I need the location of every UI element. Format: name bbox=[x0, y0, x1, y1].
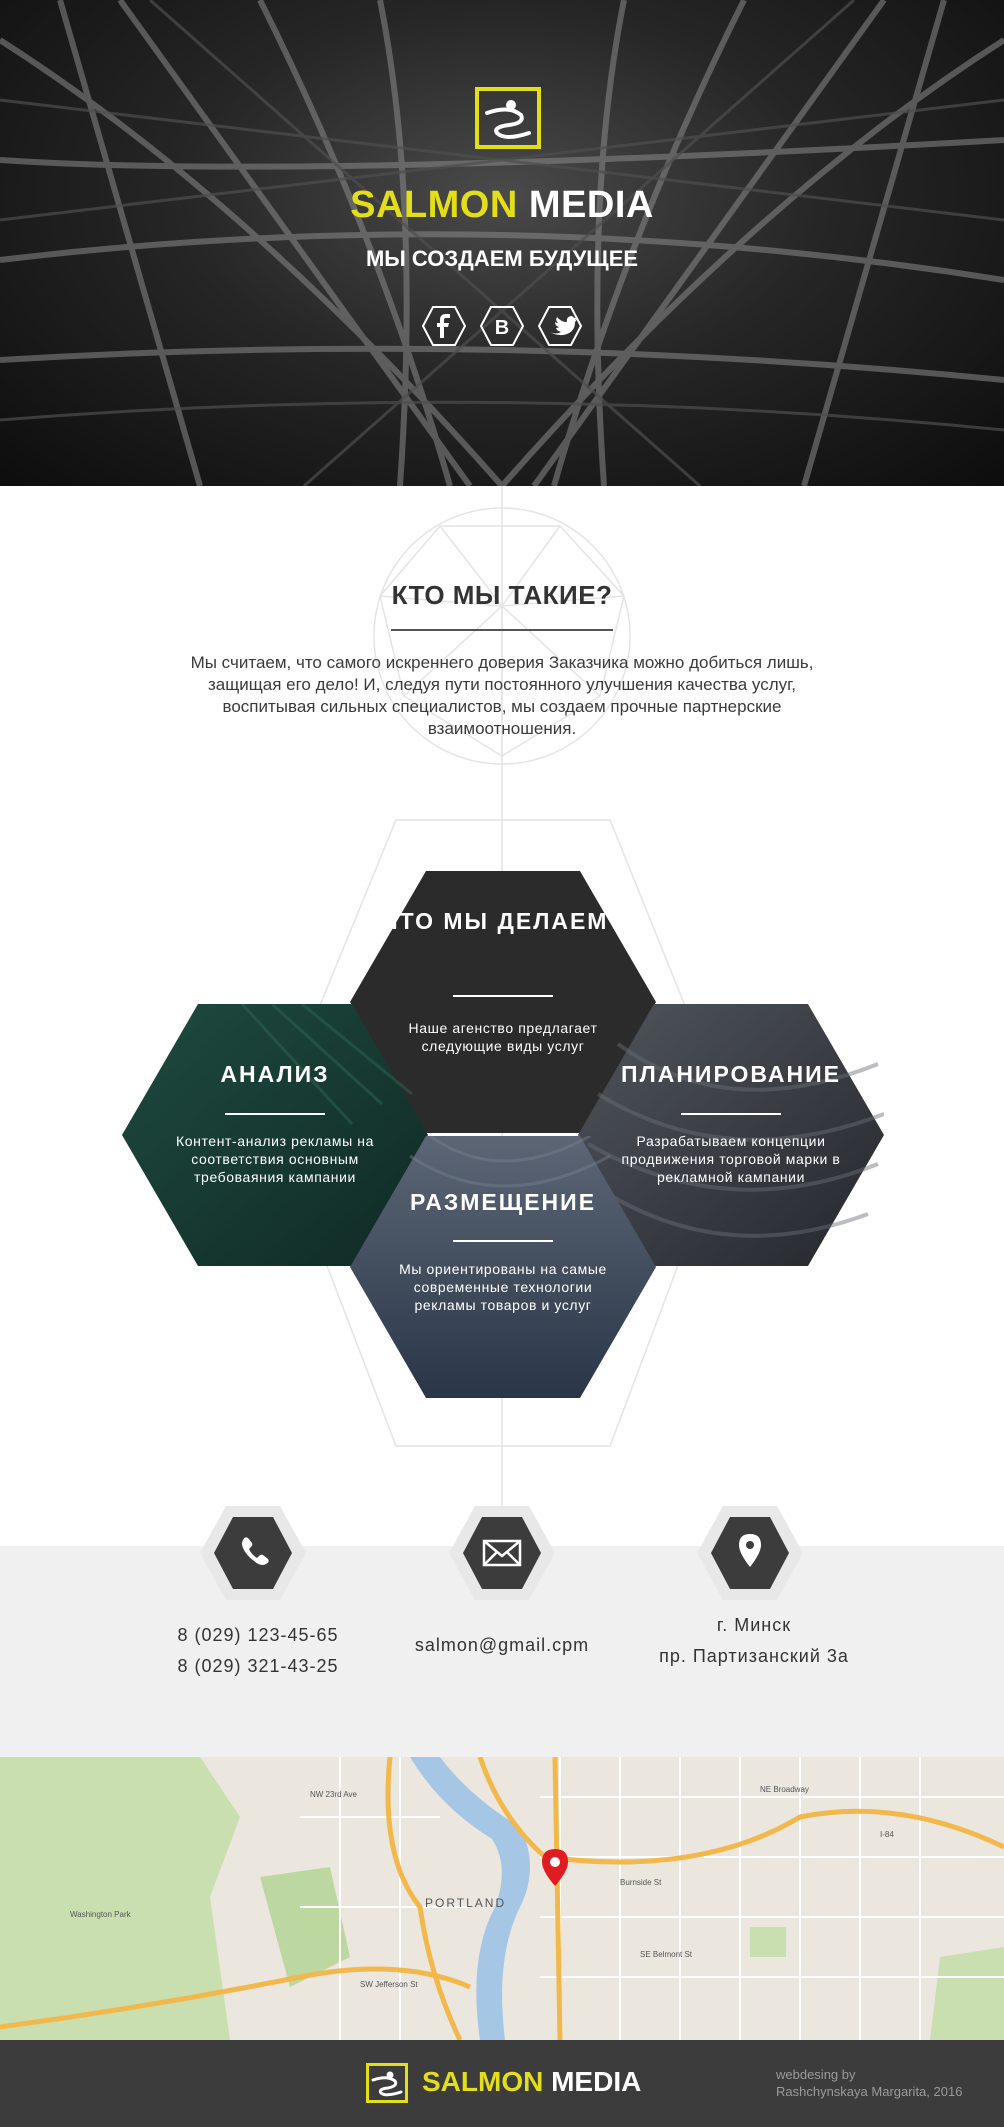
location-map[interactable]: PORTLAND Burnside St NW 23rd Ave SW Jeff… bbox=[0, 1757, 1004, 2040]
phone-icon bbox=[200, 1506, 306, 1600]
map-label-nw23: NW 23rd Ave bbox=[310, 1790, 358, 1799]
brand-name-rest: MEDIA bbox=[528, 184, 654, 226]
facebook-icon bbox=[421, 306, 467, 346]
map-label-se: SE Belmont St bbox=[640, 1950, 693, 1959]
footer-logo[interactable] bbox=[366, 2063, 408, 2103]
service-planning[interactable]: ПЛАНИРОВАНИЕ Разрабатываем концепции про… bbox=[578, 1004, 884, 1266]
address-contact bbox=[697, 1506, 803, 1600]
hexagon-shape bbox=[350, 1136, 656, 1398]
location-pin-icon bbox=[697, 1506, 803, 1600]
phone-numbers: 8 (029) 123-45-65 8 (029) 321-43-25 bbox=[128, 1620, 388, 1682]
phone-number-2[interactable]: 8 (029) 321-43-25 bbox=[177, 1656, 339, 1676]
about-section: КТО МЫ ТАКИЕ? Мы считаем, что самого иск… bbox=[0, 486, 1004, 1546]
hero-background-lattice bbox=[0, 0, 1004, 486]
phone-number-1[interactable]: 8 (029) 123-45-65 bbox=[177, 1625, 339, 1645]
map-canvas: PORTLAND Burnside St NW 23rd Ave SW Jeff… bbox=[0, 1757, 1004, 2040]
about-title: КТО МЫ ТАКИЕ? bbox=[391, 580, 613, 610]
address-street: пр. Партизанский 3а bbox=[659, 1646, 849, 1666]
service-planning-desc: Разрабатываем концепции продвижения торг… bbox=[621, 1133, 841, 1185]
map-label-portland: PORTLAND bbox=[425, 1896, 506, 1910]
service-analysis-title: АНАЛИЗ bbox=[220, 1061, 330, 1087]
hexagon-shape bbox=[350, 871, 656, 1133]
footer-credit: webdesing by Rashchynskaya Margarita, 20… bbox=[776, 2066, 962, 2100]
about-title-underline bbox=[391, 629, 613, 631]
hexagon-shape bbox=[578, 1004, 884, 1266]
svg-text:B: B bbox=[495, 317, 509, 339]
service-planning-title: ПЛАНИРОВАНИЕ bbox=[621, 1061, 841, 1087]
map-label-burnside: Burnside St bbox=[620, 1878, 662, 1887]
brand-title: SALMON MEDIA bbox=[0, 184, 1004, 227]
email-address[interactable]: salmon@gmail.cpm bbox=[414, 1635, 590, 1655]
service-placement[interactable]: РАЗМЕЩЕНИЕ Мы ориентированы на самые сов… bbox=[350, 1136, 656, 1398]
twitter-icon bbox=[537, 306, 583, 346]
brand-logo[interactable] bbox=[475, 87, 541, 149]
map-label-park: Washington Park bbox=[70, 1910, 132, 1919]
service-divider bbox=[453, 1240, 553, 1242]
service-divider bbox=[681, 1113, 781, 1115]
mail-icon bbox=[449, 1506, 555, 1600]
service-analysis-desc: Контент-анализ рекламы на соответствия о… bbox=[175, 1133, 375, 1185]
phone-contact bbox=[200, 1506, 306, 1600]
credit-line-2: Rashchynskaya Margarita, 2016 bbox=[776, 2084, 963, 2099]
footer: SALMON MEDIA webdesing by Rashchynskaya … bbox=[0, 2040, 1004, 2127]
service-placement-desc: Мы ориентированы на самые современные те… bbox=[399, 1261, 607, 1313]
brand-name-accent: SALMON bbox=[350, 184, 518, 226]
map-label-ne: NE Broadway bbox=[760, 1785, 809, 1794]
footer-brand-title: SALMON MEDIA bbox=[422, 2066, 641, 2098]
vk-icon: B bbox=[479, 306, 525, 346]
twitter-link[interactable] bbox=[537, 304, 583, 348]
service-divider bbox=[453, 995, 553, 997]
about-text: Мы считаем, что самого искреннего довери… bbox=[190, 653, 814, 738]
footer-brand-rest: MEDIA bbox=[551, 2066, 642, 2097]
hero-section: SALMON MEDIA МЫ СОЗДАЕМ БУДУЩЕЕ B bbox=[0, 0, 1004, 486]
map-label-sw: SW Jefferson St bbox=[360, 1980, 418, 1989]
service-what-we-do-title: ЧТО МЫ ДЕЛАЕМ? bbox=[381, 908, 625, 934]
service-what-we-do-desc: Наше агенство предлагает следующие виды … bbox=[408, 1020, 598, 1054]
address: г. Минск пр. Партизанский 3а bbox=[624, 1610, 884, 1672]
service-what-we-do: ЧТО МЫ ДЕЛАЕМ? Наше агенство предлагает … bbox=[350, 871, 656, 1133]
footer-brand-accent: SALMON bbox=[422, 2066, 544, 2097]
address-city: г. Минск bbox=[716, 1615, 792, 1635]
map-label-interstate: I-84 bbox=[880, 1830, 894, 1839]
contacts-section: 8 (029) 123-45-65 8 (029) 321-43-25 salm… bbox=[0, 1506, 1004, 1757]
service-placement-title: РАЗМЕЩЕНИЕ bbox=[409, 1189, 597, 1215]
credit-line-1: webdesing by bbox=[776, 2067, 856, 2082]
hero-tagline: МЫ СОЗДАЕМ БУДУЩЕЕ bbox=[365, 246, 639, 271]
email-contact bbox=[449, 1506, 555, 1600]
vk-link[interactable]: B bbox=[479, 304, 525, 348]
hexagon-shape bbox=[122, 1004, 428, 1266]
service-analysis[interactable]: АНАЛИЗ Контент-анализ рекламы на соответ… bbox=[122, 1004, 428, 1266]
map-marker-icon[interactable] bbox=[542, 1849, 568, 1886]
facebook-link[interactable] bbox=[421, 304, 467, 348]
service-divider bbox=[225, 1113, 325, 1115]
